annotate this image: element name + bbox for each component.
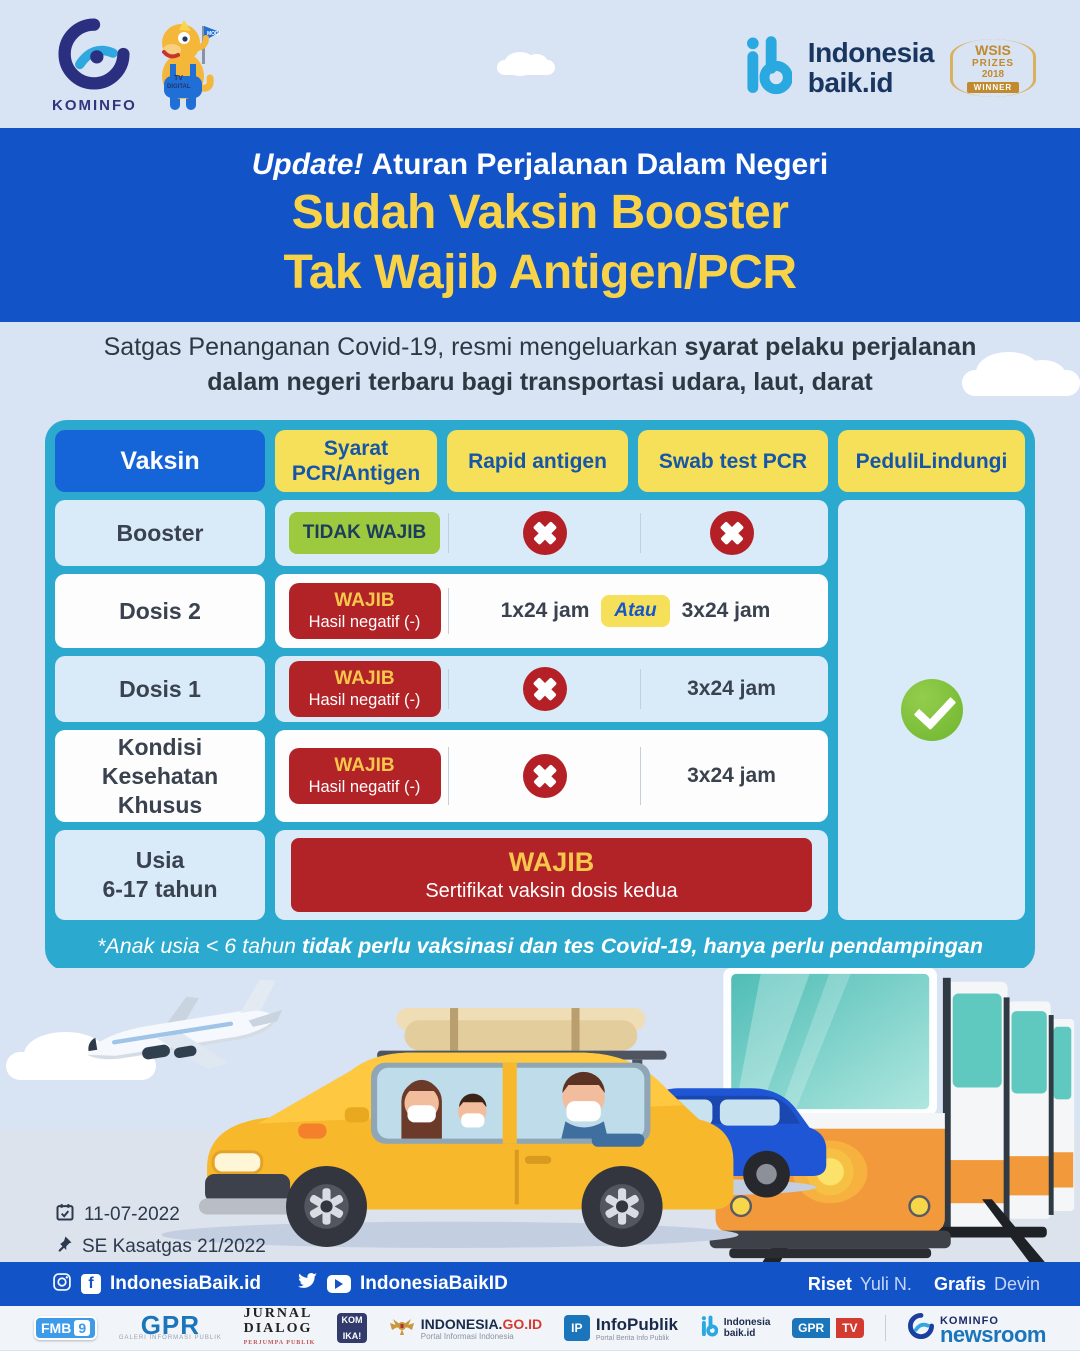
regulation-source: SE Kasatgas 21/2022: [82, 1236, 266, 1257]
row-label-dosis1: Dosis 1: [55, 656, 265, 722]
ib-logo-icon: [742, 34, 793, 101]
wajib-box: WAJIB Sertifikat vaksin dosis kedua: [291, 838, 812, 912]
train: [698, 968, 1080, 1262]
transport-illustration: [0, 968, 1080, 1262]
intro-paragraph: Satgas Penanganan Covid-19, resmi mengel…: [103, 333, 977, 396]
svg-text:DIGITAL: DIGITAL: [167, 84, 191, 90]
garuda-icon: [389, 1313, 415, 1344]
kominfo-logo: KOMINFO: [52, 18, 137, 114]
wajib-pill: WAJIB Hasil negatif (-): [288, 661, 441, 717]
col-header-syarat: Syarat PCR/Antigen: [275, 430, 437, 492]
divider: [885, 1315, 887, 1341]
tv-digital-mascot: MODI TV DIGITAL: [150, 16, 221, 121]
banner-kicker: Update! Aturan Perjalanan Dalam Negeri: [251, 148, 829, 181]
col-header-vaksin: Vaksin: [55, 430, 265, 492]
check-icon: [900, 679, 963, 741]
ib-logo-icon: [700, 1314, 719, 1343]
cloud: [962, 351, 1080, 396]
banner-title-line1: Sudah Vaksin Booster: [291, 186, 789, 239]
kominfo-newsroom-logo: KOMINFO newsroom: [907, 1312, 1046, 1346]
col-header-peduli: PeduliLindungi: [838, 430, 1025, 492]
row-booster-values: TIDAK WAJIB: [275, 500, 828, 566]
mascot-chest-text: TV: [174, 75, 183, 82]
cross-icon: [522, 667, 567, 711]
tidak-wajib-pill: TIDAK WAJIB: [288, 512, 441, 554]
row-label-kondisi: Kondisi Kesehatan Khusus: [55, 730, 265, 822]
wajib-pill: WAJIB Hasil negatif (-): [288, 748, 441, 804]
row-label-usia: Usia 6-17 tahun: [55, 830, 265, 920]
calendar-icon: [55, 1202, 75, 1228]
row-dosis2-values: WAJIB Hasil negatif (-) 1x24 jam Atau 3x…: [275, 574, 828, 648]
indonesiabaik-small-logo: Indonesia baik.id: [700, 1314, 770, 1343]
gpr-tv-logo: GPR TV: [792, 1318, 864, 1338]
twitter-icon: [296, 1272, 318, 1296]
wsis-prize-badge: WSIS PRIZES 2018 WINNER: [950, 38, 1036, 97]
table-footnote: *Anak usia < 6 tahun tidak perlu vaksina…: [96, 934, 984, 958]
row-dosis1-values: WAJIB Hasil negatif (-) 3x24 jam: [275, 656, 828, 722]
grafis-name: Devin: [993, 1273, 1040, 1294]
instagram-icon: [52, 1272, 72, 1297]
jurnal-dialog-logo: JURNAL DIALOG PERJUMPA PUBLIK: [243, 1305, 316, 1346]
row-kondisi-values: WAJIB Hasil negatif (-) 3x24 jam: [275, 730, 828, 822]
kominfo-swirl-icon: [58, 18, 130, 95]
facebook-handle: IndonesiaBaik.id: [110, 1273, 261, 1294]
kominfo-swirl-icon: [907, 1312, 934, 1344]
gpr-logo: GPR GALERI INFORMASI PUBLIK: [118, 1310, 222, 1341]
publish-date: 11-07-2022: [84, 1204, 180, 1225]
cloud: [497, 51, 555, 76]
row-label-booster: Booster: [55, 500, 265, 566]
wajib-pill: WAJIB Hasil negatif (-): [288, 583, 441, 639]
cross-icon: [709, 511, 754, 555]
kominfo-wordmark: KOMINFO: [52, 97, 137, 114]
airplane: [63, 969, 297, 1112]
twitter-handle: IndonesiaBaikID: [359, 1273, 508, 1294]
cross-icon: [522, 754, 567, 798]
top-header: KOMINFO MODI TV DIGITAL: [0, 0, 1080, 128]
requirements-table: Vaksin Syarat PCR/Antigen Rapid antigen …: [45, 420, 1035, 971]
pin-icon: [55, 1235, 73, 1259]
facebook-icon: f: [81, 1274, 101, 1294]
riset-name: Yuli N.: [859, 1273, 912, 1294]
atau-pill: Atau: [601, 595, 670, 627]
row-label-dosis2: Dosis 2: [55, 574, 265, 648]
title-banner: Update! Aturan Perjalanan Dalam Negeri Su…: [0, 128, 1080, 322]
brand-line2: baik.id: [807, 66, 894, 98]
duration-1x24: 1x24 jam: [500, 599, 590, 622]
pedulilindungi-cell: [838, 500, 1025, 920]
partner-logos-strip: FMB 9 GPR GALERI INFORMASI PUBLIK JURNAL…: [0, 1306, 1080, 1350]
fmb9-logo: FMB 9: [34, 1316, 98, 1340]
cross-icon: [522, 511, 567, 555]
brand-line1: Indonesia: [807, 36, 935, 68]
banner-title-line2: Tak Wajib Antigen/PCR: [283, 246, 797, 299]
col-header-rapid: Rapid antigen: [447, 430, 628, 492]
duration-3x24: 3x24 jam: [687, 764, 776, 787]
komika-logo: KOM IKA!: [337, 1313, 368, 1343]
footer-social-bar: f IndonesiaBaik.id IndonesiaBaikID Riset…: [0, 1262, 1080, 1306]
youtube-icon: [326, 1275, 351, 1293]
mascot-flag-text: MODI: [207, 31, 220, 37]
row-usia-values: WAJIB Sertifikat vaksin dosis kedua: [275, 830, 828, 920]
riset-label: Riset: [807, 1273, 852, 1294]
indonesia-go-id-logo: INDONESIA.GO.ID Portal Informasi Indones…: [389, 1313, 542, 1344]
col-header-swab: Swab test PCR: [638, 430, 828, 492]
meta-block: 11-07-2022 SE Kasatgas 21/2022: [55, 1202, 266, 1259]
infopublik-logo: IP InfoPublik Portal Berita Info Publik: [563, 1315, 678, 1342]
grafis-label: Grafis: [933, 1273, 986, 1294]
duration-3x24: 3x24 jam: [681, 599, 771, 622]
duration-3x24: 3x24 jam: [687, 677, 776, 700]
indonesiabaik-brand: Indonesia baik.id WSIS PRIZES 2018 WINNE…: [742, 34, 1036, 101]
yellow-car: [146, 1004, 754, 1257]
